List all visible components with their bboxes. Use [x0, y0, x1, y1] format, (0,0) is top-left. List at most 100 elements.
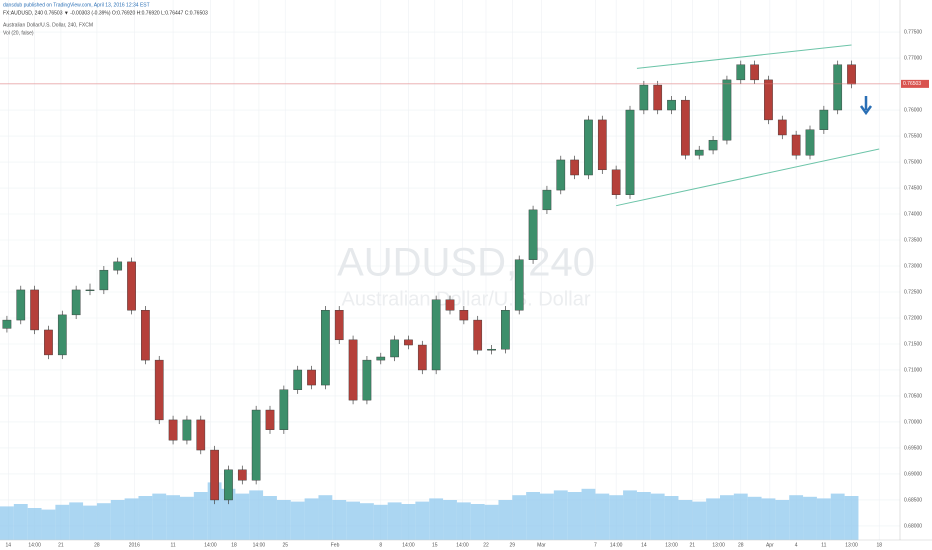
x-tick-label: 11 — [170, 542, 175, 548]
volume-bar — [346, 501, 360, 540]
volume-bar — [636, 492, 651, 540]
candle-body — [514, 259, 524, 311]
candle-body — [847, 64, 856, 85]
candle-body — [224, 469, 233, 501]
volume-bar — [152, 493, 167, 540]
volume-bar — [678, 500, 693, 540]
volume-bar — [0, 506, 14, 540]
volume-bar — [124, 498, 139, 540]
candle-body — [71, 289, 81, 316]
x-tick-label: 4 — [795, 542, 798, 548]
volume-bar — [443, 500, 457, 540]
x-tick-label: 22 — [483, 542, 489, 548]
candle-body — [556, 159, 566, 191]
candle-body — [182, 419, 192, 441]
candle-body — [321, 309, 330, 386]
volume-bar — [553, 490, 568, 540]
volume-bar — [470, 504, 485, 540]
volume-bar — [664, 496, 679, 540]
volume-bar — [844, 496, 859, 540]
x-tick-label: 29 — [510, 542, 516, 548]
candle-body — [265, 409, 275, 430]
y-tick-label: 0.77500 — [904, 29, 922, 35]
y-tick-label: 0.71500 — [904, 341, 922, 347]
x-tick-label: Feb — [331, 542, 340, 548]
volume-bar — [387, 502, 402, 540]
volume-bar — [415, 501, 430, 540]
watermark: AUDUSD, 240 — [337, 241, 595, 285]
x-tick-label: 28 — [94, 542, 100, 548]
volume-bar — [83, 505, 97, 540]
y-tick-label: 0.68500 — [904, 497, 922, 503]
volume-bar — [830, 493, 845, 540]
candle-body — [127, 261, 136, 311]
y-tick-label: 0.76000 — [904, 107, 922, 113]
volume-bar — [650, 493, 665, 540]
volume-bar — [692, 501, 707, 540]
y-tick-label: 0.72000 — [904, 315, 922, 321]
y-tick-label: 0.74500 — [904, 185, 922, 191]
candle-body — [113, 261, 123, 271]
volume-bar — [41, 509, 56, 540]
x-tick-label: 18 — [876, 542, 882, 548]
candle-body — [2, 319, 12, 329]
candle-body — [445, 299, 455, 311]
volume-bar — [816, 498, 831, 540]
volume-bar — [332, 500, 347, 540]
x-tick-label: 2016 — [129, 542, 140, 548]
x-tick-label: 21 — [690, 542, 696, 548]
x-tick-label: 14 — [6, 542, 12, 548]
candle-body — [777, 119, 787, 136]
candle-body — [251, 409, 261, 481]
x-tick-label: 18 — [231, 542, 237, 548]
candle-body — [196, 419, 206, 451]
volume-bar — [193, 492, 208, 540]
volume-bar — [276, 500, 291, 540]
header: dansdub published on TradingView.com, Ap… — [3, 2, 150, 8]
y-tick-label: 0.70500 — [904, 393, 922, 399]
x-tick-label: 8 — [379, 542, 382, 548]
volume-bar — [96, 503, 111, 540]
candle-body — [611, 169, 621, 195]
volume-bar — [706, 498, 720, 540]
last-price-label: 0.76503 — [903, 81, 921, 87]
x-tick-label: Mar — [537, 542, 546, 548]
candle-body — [501, 309, 510, 350]
candle-body — [625, 109, 635, 195]
x-tick-label: 14:00 — [204, 542, 217, 548]
volume-bar — [803, 496, 817, 540]
candle-body — [279, 389, 289, 430]
volume-bar — [263, 496, 277, 540]
x-tick-label: 25 — [282, 542, 288, 548]
candle-body — [404, 339, 413, 346]
y-tick-label: 0.68000 — [904, 523, 922, 529]
candle-body — [750, 64, 759, 81]
volume-bar — [526, 492, 540, 540]
volume-bar — [235, 493, 250, 540]
x-tick-label: 13:00 — [665, 542, 678, 548]
x-tick-label: 14:00 — [610, 542, 623, 548]
candle-body — [237, 469, 247, 481]
candle-body — [791, 134, 801, 156]
y-tick-label: 0.75500 — [904, 133, 922, 139]
volume-bar — [720, 495, 734, 540]
x-tick-label: 14:00 — [28, 542, 41, 548]
arrow-annotation — [859, 96, 873, 116]
candle-body — [681, 99, 690, 156]
candle-body — [362, 359, 372, 401]
y-tick-label: 0.73500 — [904, 237, 922, 243]
candle-body — [293, 369, 303, 390]
volume-bar — [733, 493, 748, 540]
candle-body — [764, 79, 773, 121]
volume-bar — [775, 500, 790, 540]
volume-bar — [290, 501, 305, 540]
candle-body — [833, 64, 843, 111]
x-tick-label: 7 — [594, 542, 597, 548]
candle-body — [722, 79, 732, 141]
volume-bar — [595, 493, 610, 540]
volume-bar — [789, 495, 804, 540]
legend-volume: Vol (20, false) — [3, 30, 34, 36]
y-tick-label: 0.70000 — [904, 419, 922, 425]
x-tick-label: 28 — [738, 542, 744, 548]
